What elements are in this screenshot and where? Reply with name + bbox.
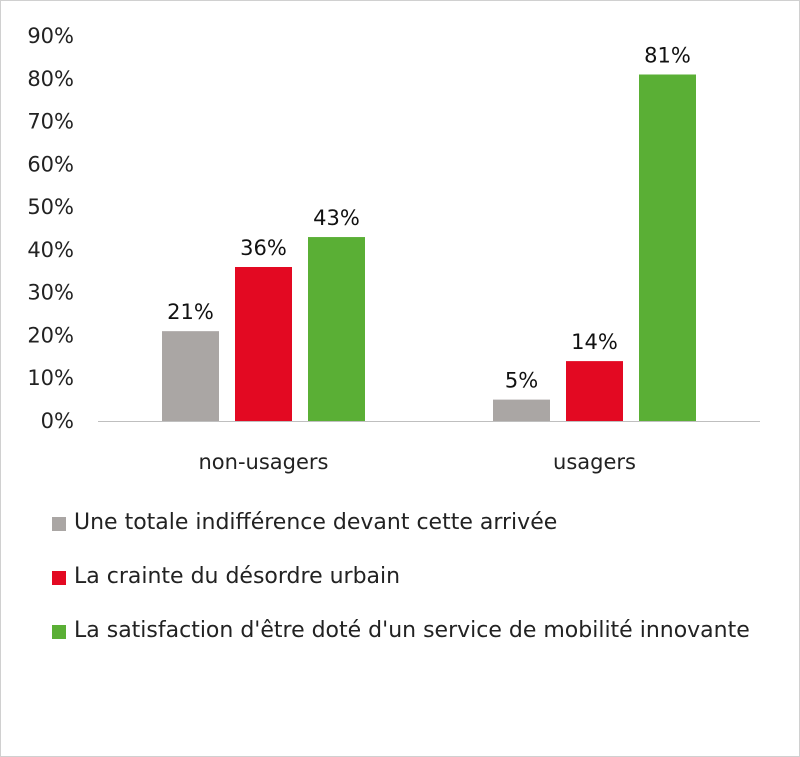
y-tick-label: 10% bbox=[27, 366, 74, 390]
y-tick-label: 70% bbox=[27, 110, 74, 134]
y-tick-label: 90% bbox=[27, 24, 74, 48]
legend-swatch bbox=[52, 625, 66, 639]
data-label: 81% bbox=[644, 44, 691, 68]
bar bbox=[493, 399, 550, 421]
legend-item: Une totale indifférence devant cette arr… bbox=[52, 508, 772, 538]
data-label: 14% bbox=[571, 330, 618, 354]
y-tick-label: 50% bbox=[27, 195, 74, 219]
y-tick-label: 0% bbox=[41, 409, 74, 433]
bar bbox=[308, 237, 365, 421]
data-label: 43% bbox=[313, 206, 360, 230]
data-label: 5% bbox=[505, 369, 538, 393]
bar bbox=[235, 267, 292, 421]
bar-chart: 0% 10% 20% 30% 40% 50% 60% 70% 80% 90% 21% 36% 43% no… bbox=[27, 24, 760, 474]
data-label: 21% bbox=[167, 300, 214, 324]
y-tick-label: 30% bbox=[27, 281, 74, 305]
legend-swatch bbox=[52, 571, 66, 585]
bar bbox=[566, 361, 623, 421]
chart-legend: Une totale indifférence devant cette arr… bbox=[52, 508, 772, 670]
legend-item: La satisfaction d'être doté d'un service… bbox=[52, 616, 772, 646]
legend-label: Une totale indifférence devant cette arr… bbox=[74, 510, 558, 535]
y-tick-label: 20% bbox=[27, 323, 74, 347]
legend-item: La crainte du désordre urbain bbox=[52, 562, 772, 592]
data-label: 36% bbox=[240, 236, 287, 260]
legend-label: La satisfaction d'être doté d'un service… bbox=[74, 618, 750, 643]
y-tick-label: 40% bbox=[27, 238, 74, 262]
y-tick-label: 80% bbox=[27, 67, 74, 91]
bar bbox=[639, 74, 696, 421]
y-tick-label: 60% bbox=[27, 152, 74, 176]
category-label: usagers bbox=[553, 450, 636, 474]
legend-label: La crainte du désordre urbain bbox=[74, 564, 401, 589]
category-label: non-usagers bbox=[199, 450, 329, 474]
bar bbox=[162, 331, 219, 421]
legend-swatch bbox=[52, 517, 66, 531]
